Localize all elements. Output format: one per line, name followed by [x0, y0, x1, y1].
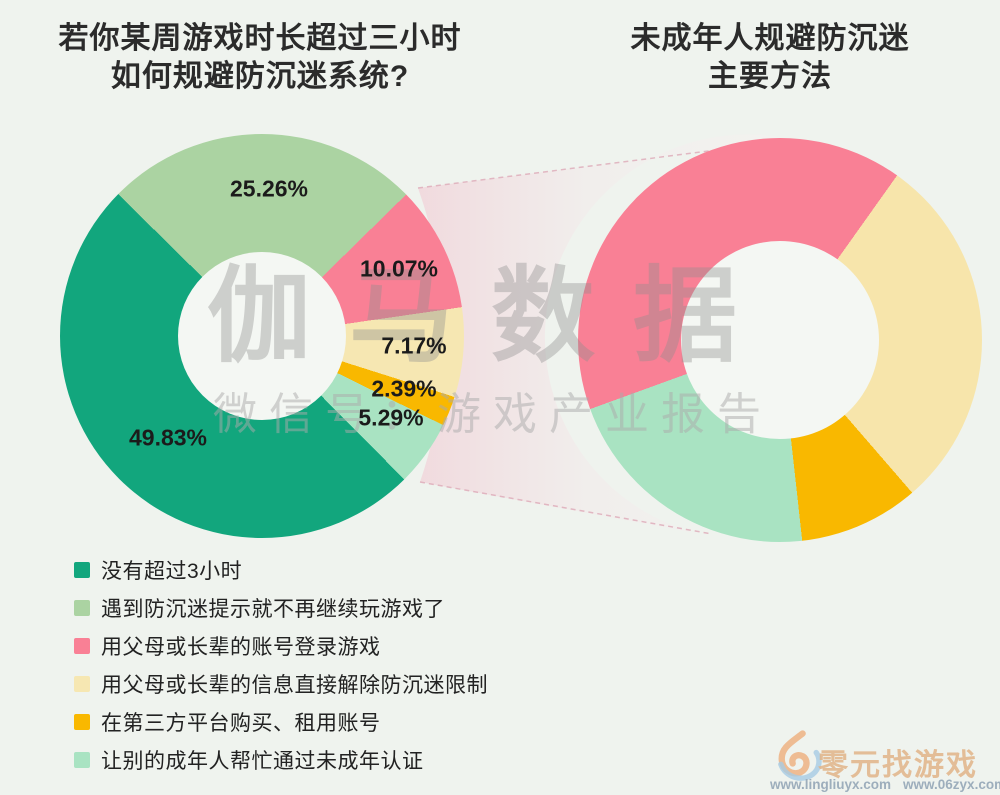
- footer-url-2: www.06zyx.com: [903, 777, 1000, 792]
- footer-logo-urls: www.lingliuyx.com www.06zyx.com: [770, 777, 1000, 792]
- left-chart-title-line1: 若你某周游戏时长超过三小时: [58, 22, 462, 55]
- left-donut-chart: [60, 134, 464, 538]
- pct-label-pink: 10.07%: [359, 255, 439, 282]
- legend-swatch-teal: [74, 562, 90, 578]
- legend-swatch-pink: [74, 638, 90, 654]
- legend-swatch-cream: [74, 676, 90, 692]
- pct-label-cream: 7.17%: [381, 332, 447, 359]
- footer-url-1: www.lingliuyx.com: [770, 777, 892, 792]
- legend-swatch-sage: [74, 600, 90, 616]
- right-donut-chart: [578, 138, 982, 542]
- legend-item-adult-verification: 让别的成年人帮忙通过未成年认证: [74, 741, 488, 779]
- legend-label: 遇到防沉迷提示就不再继续玩游戏了: [101, 598, 445, 621]
- legend-label: 没有超过3小时: [101, 560, 243, 583]
- legend-label: 让别的成年人帮忙通过未成年认证: [101, 750, 424, 773]
- right-donut-hole: [681, 241, 879, 439]
- legend-label: 用父母或长辈的账号登录游戏: [101, 636, 381, 659]
- pct-label-sage: 25.26%: [229, 175, 309, 202]
- left-donut-hole: [178, 252, 346, 420]
- legend-swatch-mint: [74, 752, 90, 768]
- legend-item-third-party-account: 在第三方平台购买、租用账号: [74, 703, 488, 741]
- left-chart-title: 若你某周游戏时长超过三小时 如何规避防沉迷系统?: [28, 20, 492, 96]
- band-fill: [418, 134, 795, 534]
- legend-label: 用父母或长辈的信息直接解除防沉迷限制: [101, 674, 488, 697]
- right-chart-title: 未成年人规避防沉迷 主要方法: [585, 20, 955, 96]
- right-chart-title-line2: 主要方法: [708, 60, 832, 93]
- swirl-logo-icon: [778, 730, 822, 781]
- right-chart-title-line1: 未成年人规避防沉迷: [630, 22, 910, 55]
- legend-item-parent-account: 用父母或长辈的账号登录游戏: [74, 627, 488, 665]
- legend-item-no-over-3h: 没有超过3小时: [74, 551, 488, 589]
- legend: 没有超过3小时 遇到防沉迷提示就不再继续玩游戏了 用父母或长辈的账号登录游戏 用…: [74, 551, 488, 779]
- pct-label-teal: 49.83%: [128, 424, 208, 451]
- pct-label-orange: 2.39%: [371, 375, 437, 402]
- legend-label: 在第三方平台购买、租用账号: [101, 712, 381, 735]
- legend-item-parent-info-unlock: 用父母或长辈的信息直接解除防沉迷限制: [74, 665, 488, 703]
- pct-label-mint: 5.29%: [358, 404, 424, 431]
- legend-item-stop-playing: 遇到防沉迷提示就不再继续玩游戏了: [74, 589, 488, 627]
- left-chart-title-line2: 如何规避防沉迷系统?: [110, 60, 410, 93]
- band-bottom-dashed-line: [419, 481, 713, 535]
- footer-logo-name: 零元找游戏: [818, 749, 978, 782]
- legend-swatch-orange: [74, 714, 90, 730]
